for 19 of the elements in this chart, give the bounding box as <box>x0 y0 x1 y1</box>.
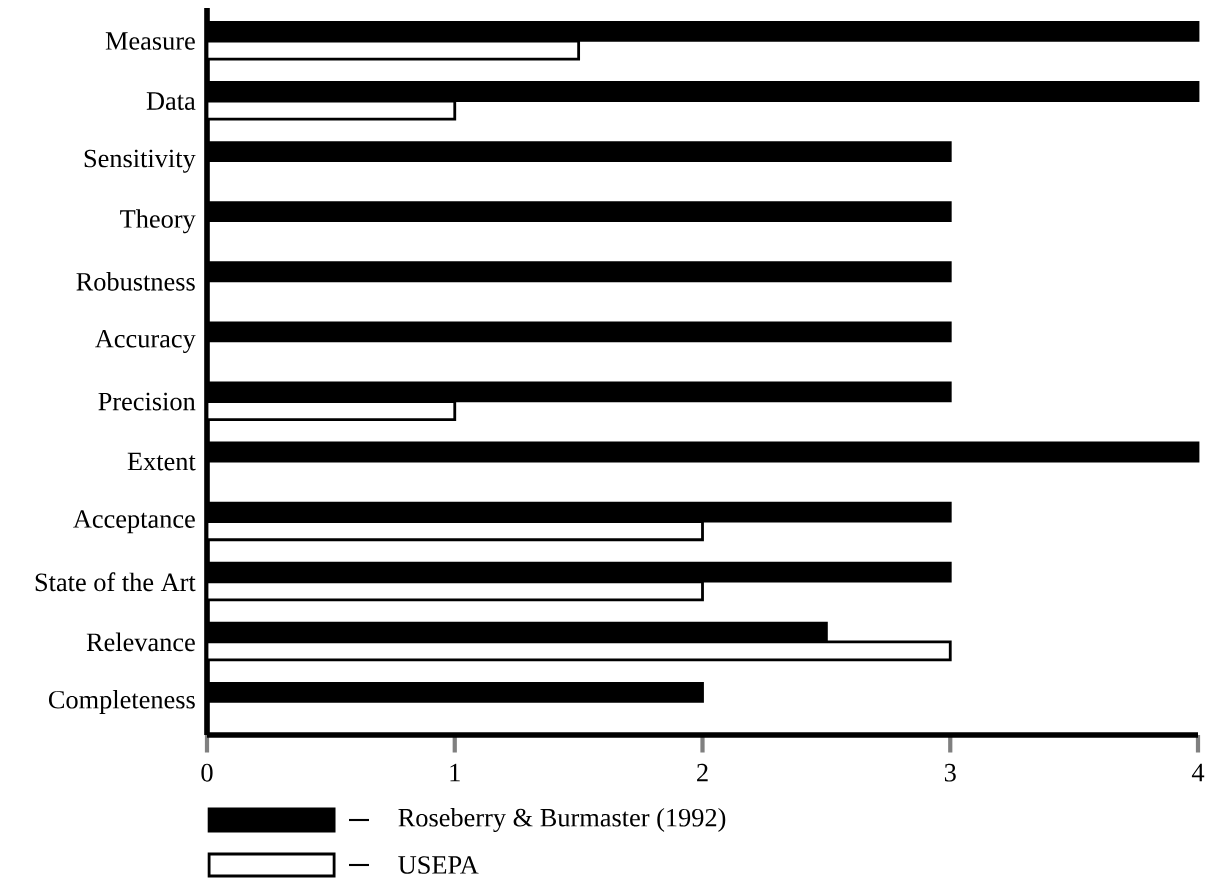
y-tick-label: State of the Art <box>35 572 196 592</box>
y-tick-label: Acceptance <box>73 510 195 534</box>
y-tick-label: Measure <box>105 32 195 50</box>
y-tick-label: Completeness <box>48 689 195 714</box>
y-tick-label: Accuracy <box>95 329 196 353</box>
x-tick-label: 2 <box>697 763 708 782</box>
y-tick-label: Theory <box>120 209 196 234</box>
legend-label: Roseberry & Burmaster (1992) <box>398 808 726 832</box>
y-tick-label: Relevance <box>86 632 195 652</box>
x-tick-label: 4 <box>1191 763 1205 782</box>
y-tick-label: Sensitivity <box>84 149 196 173</box>
y-tick-label: Precision <box>98 392 196 411</box>
legend-label: USEPA <box>398 856 479 874</box>
x-tick-label: 1 <box>450 763 460 782</box>
y-tick-label: Robustness <box>76 272 195 291</box>
y-tick-label: Extent <box>127 452 196 471</box>
x-tick-label: 0 <box>201 763 213 782</box>
x-tick-label: 3 <box>944 763 956 782</box>
y-tick-label: Data <box>146 92 196 110</box>
